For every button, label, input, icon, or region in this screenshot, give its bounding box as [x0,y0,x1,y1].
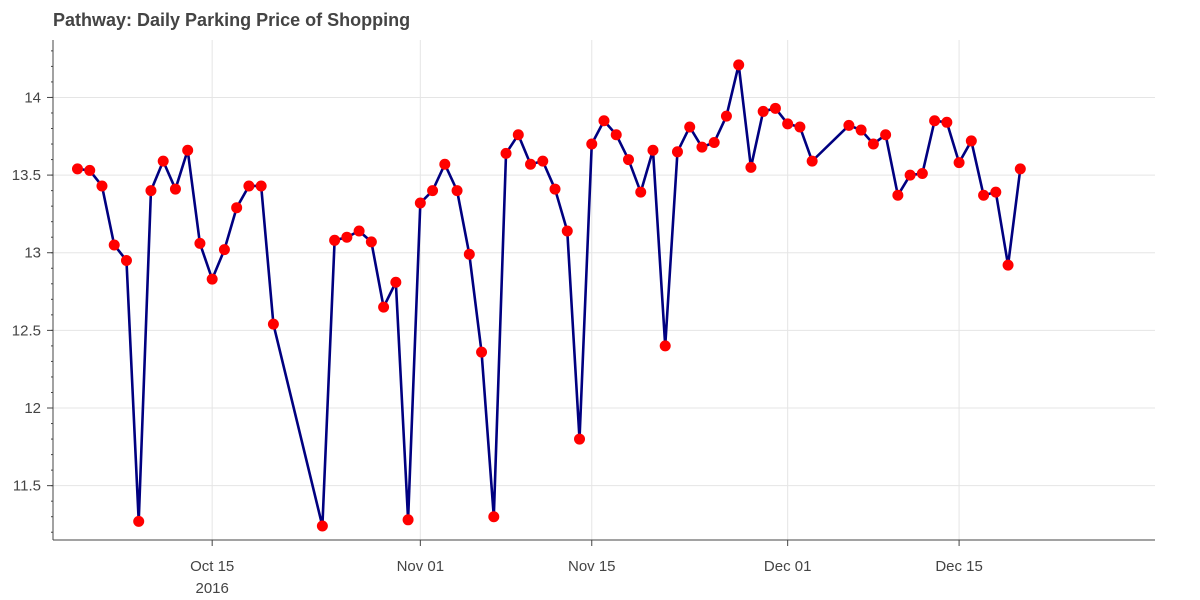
data-point [316,520,328,532]
x-tick-sublabel: 2016 [195,580,228,597]
data-point [610,129,622,141]
chart-title: Pathway: Daily Parking Price of Shopping [53,10,411,30]
data-point [402,514,414,526]
grid [53,40,1155,540]
data-point [978,189,990,201]
data-point [733,59,745,71]
data-point [794,121,806,133]
data-point [1002,259,1014,271]
data-point [598,115,610,127]
y-tick-label: 14 [24,89,41,106]
data-point [96,180,108,192]
data-point [439,158,451,170]
data-point [671,146,683,158]
data-point [463,248,475,260]
data-point [194,237,206,249]
data-point [720,110,732,122]
data-point [427,185,439,197]
data-point [782,118,794,130]
data-point [243,180,255,192]
data-point [476,346,488,358]
series [71,59,1026,532]
y-tick-label: 13 [24,245,41,262]
data-point [341,231,353,243]
data-point [892,189,904,201]
data-point [647,144,659,156]
data-point [267,318,279,330]
data-point [206,273,218,285]
data-point [414,197,426,209]
data-point [929,115,941,127]
y-tick-label: 11.5 [13,478,41,495]
axes: 11.5 12 12.5 13 13.5 14 Oct 15 2016 Nov 01 Nov 15… [12,40,1155,597]
data-point [635,186,647,198]
data-point [953,157,965,169]
x-tick-label: Dec 15 [935,558,983,575]
data-point [378,301,390,313]
data-point [769,102,781,114]
data-point [745,161,757,173]
data-point [757,105,769,117]
data-point [659,340,671,352]
data-point [941,116,953,128]
data-point [390,276,402,288]
data-point [1014,163,1026,175]
data-point [500,147,512,159]
x-tick-label: Oct 15 [190,558,234,575]
data-point [451,185,463,197]
data-point [880,129,892,141]
data-point [329,234,341,246]
data-point [84,164,96,176]
data-point [684,121,696,133]
data-point [549,183,561,195]
x-tick-label: Dec 01 [764,558,812,575]
data-point [488,511,500,523]
data-point [965,135,977,147]
data-point [586,138,598,150]
data-point [561,225,573,237]
data-point [145,185,157,197]
data-point [71,163,83,175]
data-point [157,155,169,167]
series-line [77,63,1022,528]
data-point [120,255,132,266]
data-point [365,236,377,248]
data-point [133,515,145,527]
x-tick-label: Nov 01 [397,558,445,575]
data-point [855,124,867,136]
data-point [108,239,120,251]
data-point [904,169,916,181]
data-point [255,180,267,192]
y-tick-label: 12 [24,400,41,417]
data-point [867,138,879,150]
data-point [525,158,537,170]
data-point [708,136,720,148]
data-point [512,129,524,141]
y-tick-label: 12.5 [12,322,41,339]
data-point [843,119,855,131]
data-point [622,154,634,166]
data-point [806,155,818,167]
data-point [231,202,243,214]
data-point [574,433,586,445]
data-point [990,186,1002,198]
data-point [169,183,181,195]
data-point [353,225,365,237]
data-point [916,168,928,180]
y-tick-label: 13.5 [12,167,41,184]
data-point [182,144,194,156]
x-tick-label: Nov 15 [568,558,616,575]
data-point [218,244,230,256]
data-point [696,141,708,153]
data-point [537,155,549,167]
